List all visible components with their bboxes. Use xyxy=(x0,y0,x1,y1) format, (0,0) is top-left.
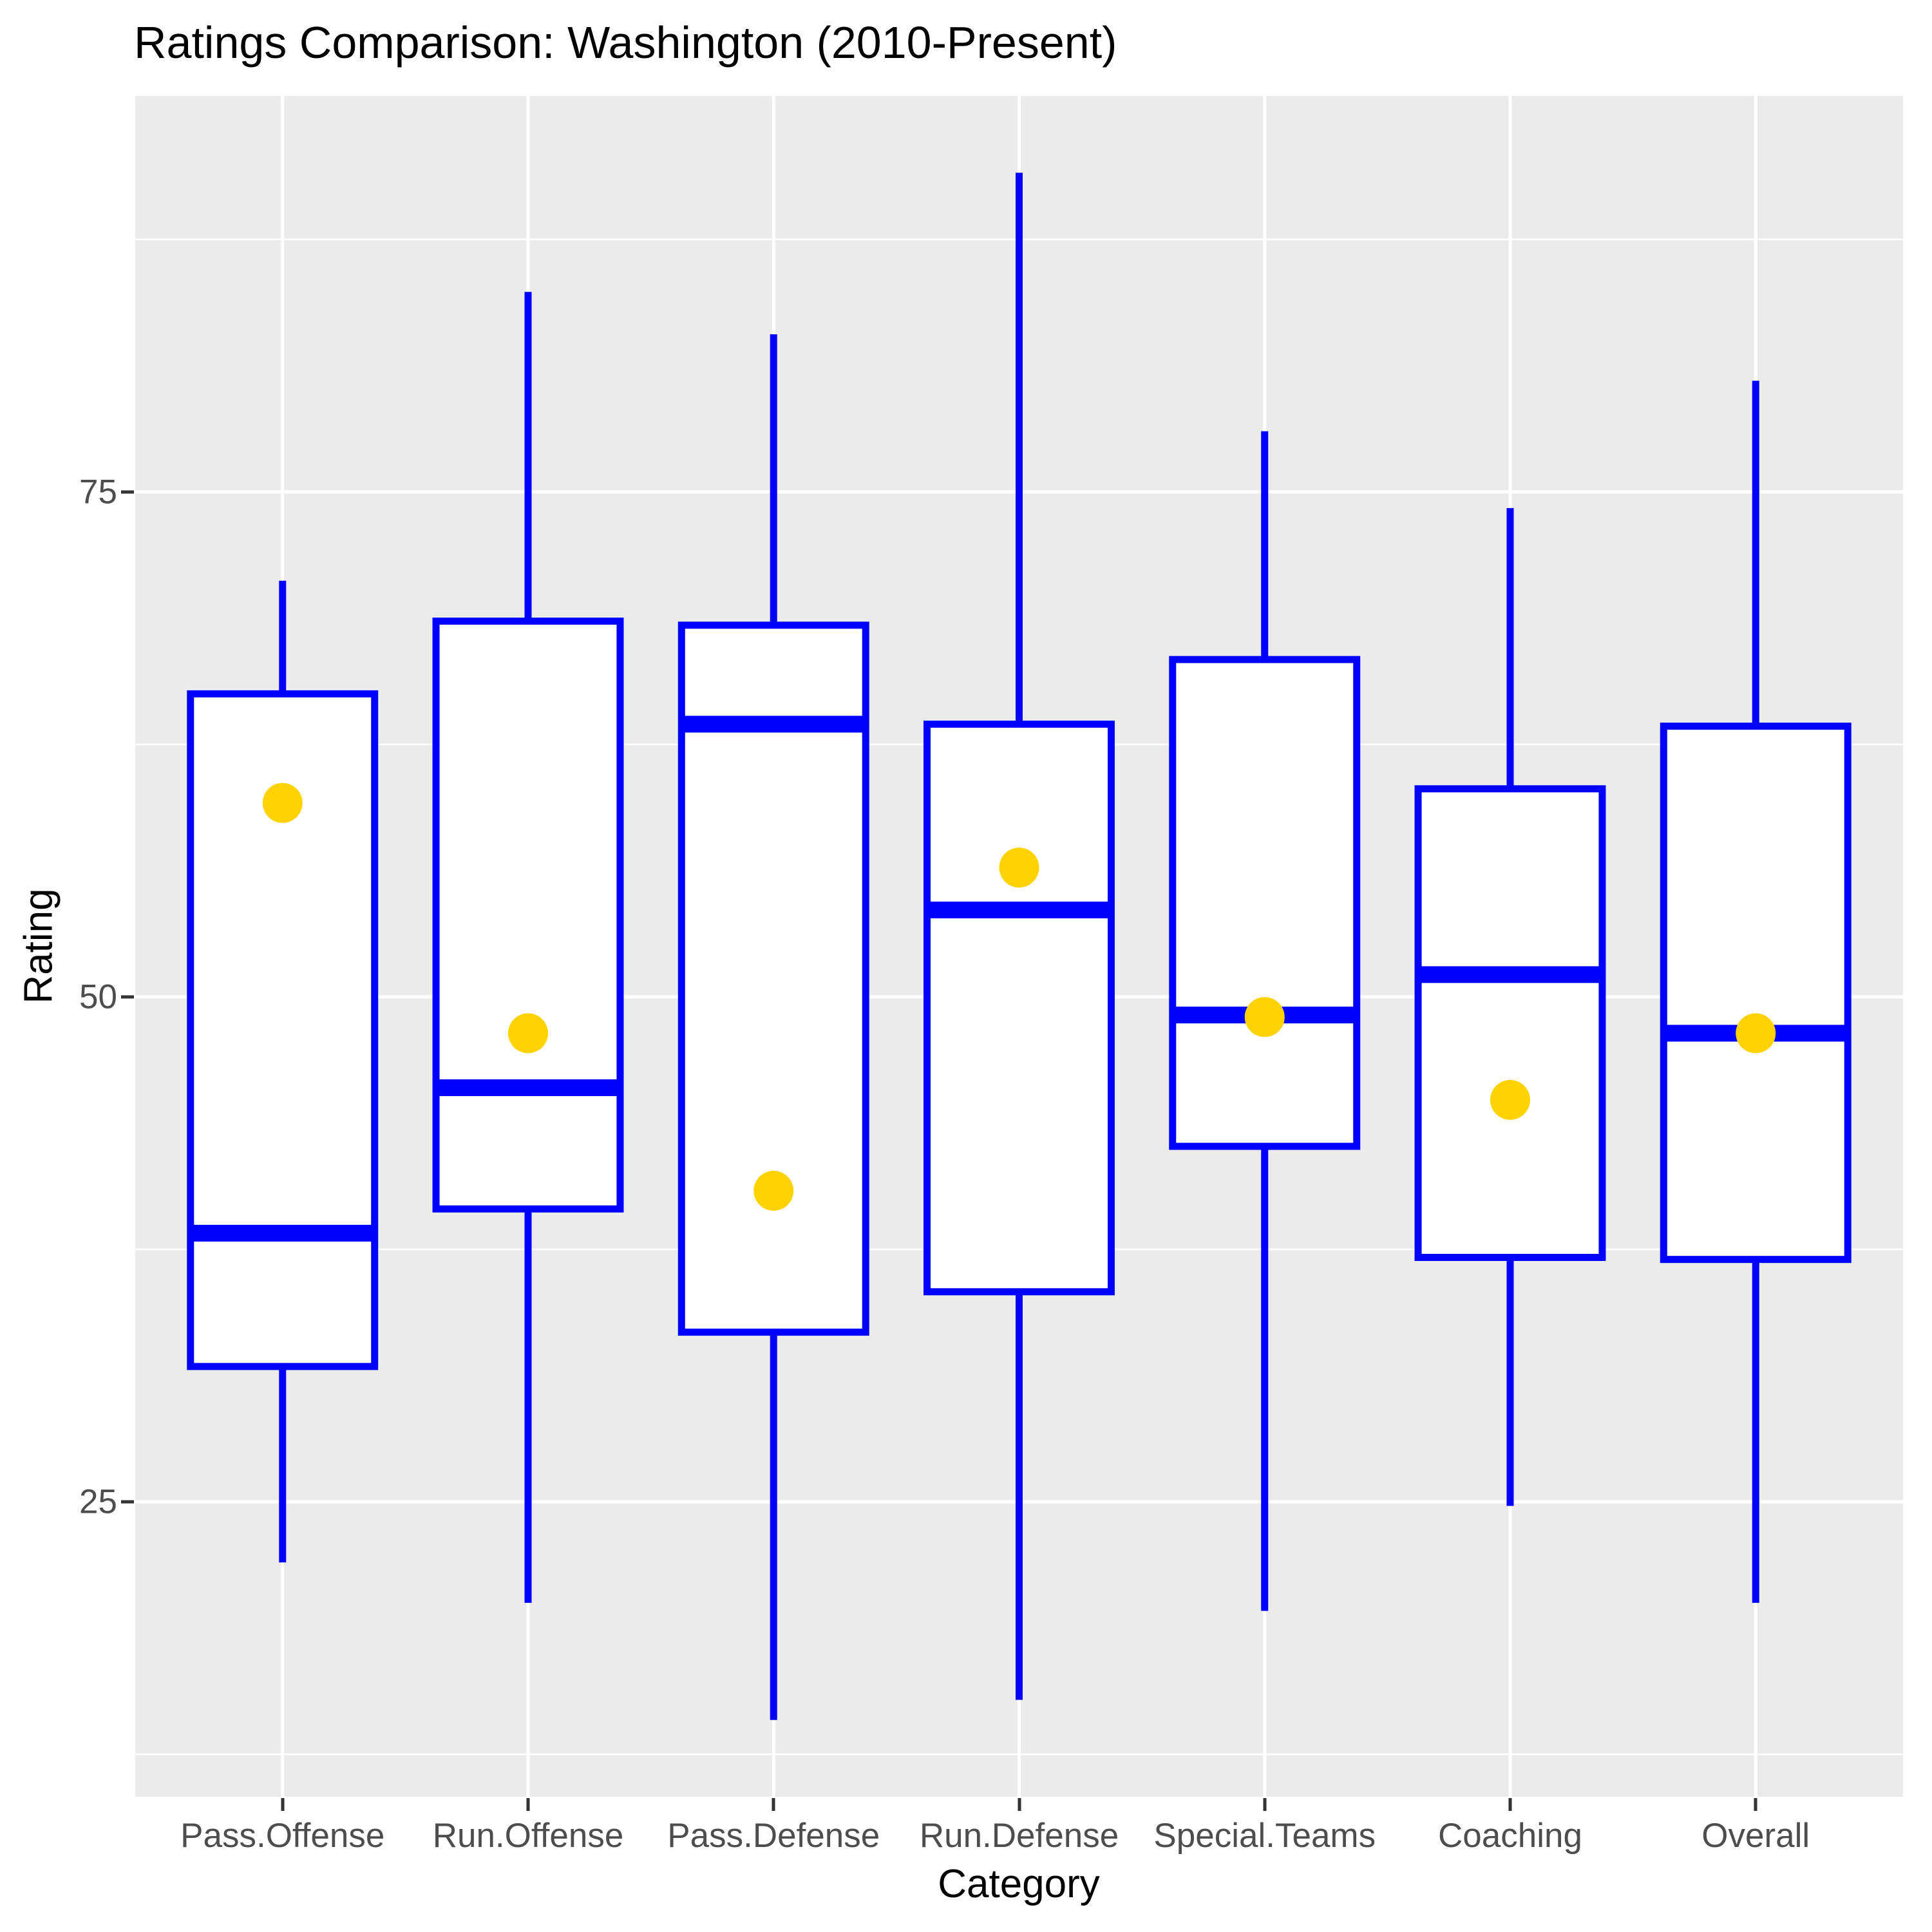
mean-point-special-teams xyxy=(1244,997,1285,1037)
x-tick-label-coaching: Coaching xyxy=(1438,1817,1582,1855)
x-tick-mark-pass-defense xyxy=(772,1798,775,1811)
box-run-offense xyxy=(432,618,624,1213)
mean-point-run-defense xyxy=(999,848,1039,888)
chart-title: Ratings Comparison: Washington (2010-Pre… xyxy=(134,17,1117,68)
box-pass-defense xyxy=(677,621,869,1336)
x-tick-label-overall: Overall xyxy=(1701,1817,1810,1855)
x-tick-mark-overall xyxy=(1754,1798,1757,1811)
box-run-defense xyxy=(923,720,1115,1296)
boxplot-svg xyxy=(135,96,1903,1797)
mean-point-coaching xyxy=(1490,1079,1530,1120)
y-tick-mark-75 xyxy=(121,490,134,494)
y-tick-mark-25 xyxy=(121,1500,134,1504)
box-coaching xyxy=(1414,785,1606,1262)
x-tick-label-run-defense: Run.Defense xyxy=(919,1817,1119,1855)
x-tick-label-pass-offense: Pass.Offense xyxy=(180,1817,385,1855)
x-tick-mark-special-teams xyxy=(1263,1798,1267,1811)
y-tick-label-25: 25 xyxy=(79,1482,117,1521)
x-tick-mark-run-offense xyxy=(526,1798,530,1811)
x-tick-label-special-teams: Special.Teams xyxy=(1153,1817,1376,1855)
box-special-teams xyxy=(1169,656,1361,1150)
x-tick-mark-pass-offense xyxy=(281,1798,285,1811)
mean-point-overall xyxy=(1736,1013,1776,1054)
x-tick-mark-coaching xyxy=(1508,1798,1512,1811)
box-overall xyxy=(1660,723,1852,1264)
mean-point-pass-defense xyxy=(753,1171,794,1211)
mean-point-pass-offense xyxy=(262,782,303,823)
x-tick-label-run-offense: Run.Offense xyxy=(432,1817,624,1855)
mean-point-run-offense xyxy=(508,1013,548,1054)
x-tick-mark-run-defense xyxy=(1018,1798,1021,1811)
y-tick-label-75: 75 xyxy=(79,473,117,511)
y-tick-mark-50 xyxy=(121,995,134,999)
x-tick-label-pass-defense: Pass.Defense xyxy=(667,1817,880,1855)
plot-panel xyxy=(135,96,1903,1797)
y-tick-label-50: 50 xyxy=(79,978,117,1016)
x-axis-title: Category xyxy=(938,1862,1100,1906)
